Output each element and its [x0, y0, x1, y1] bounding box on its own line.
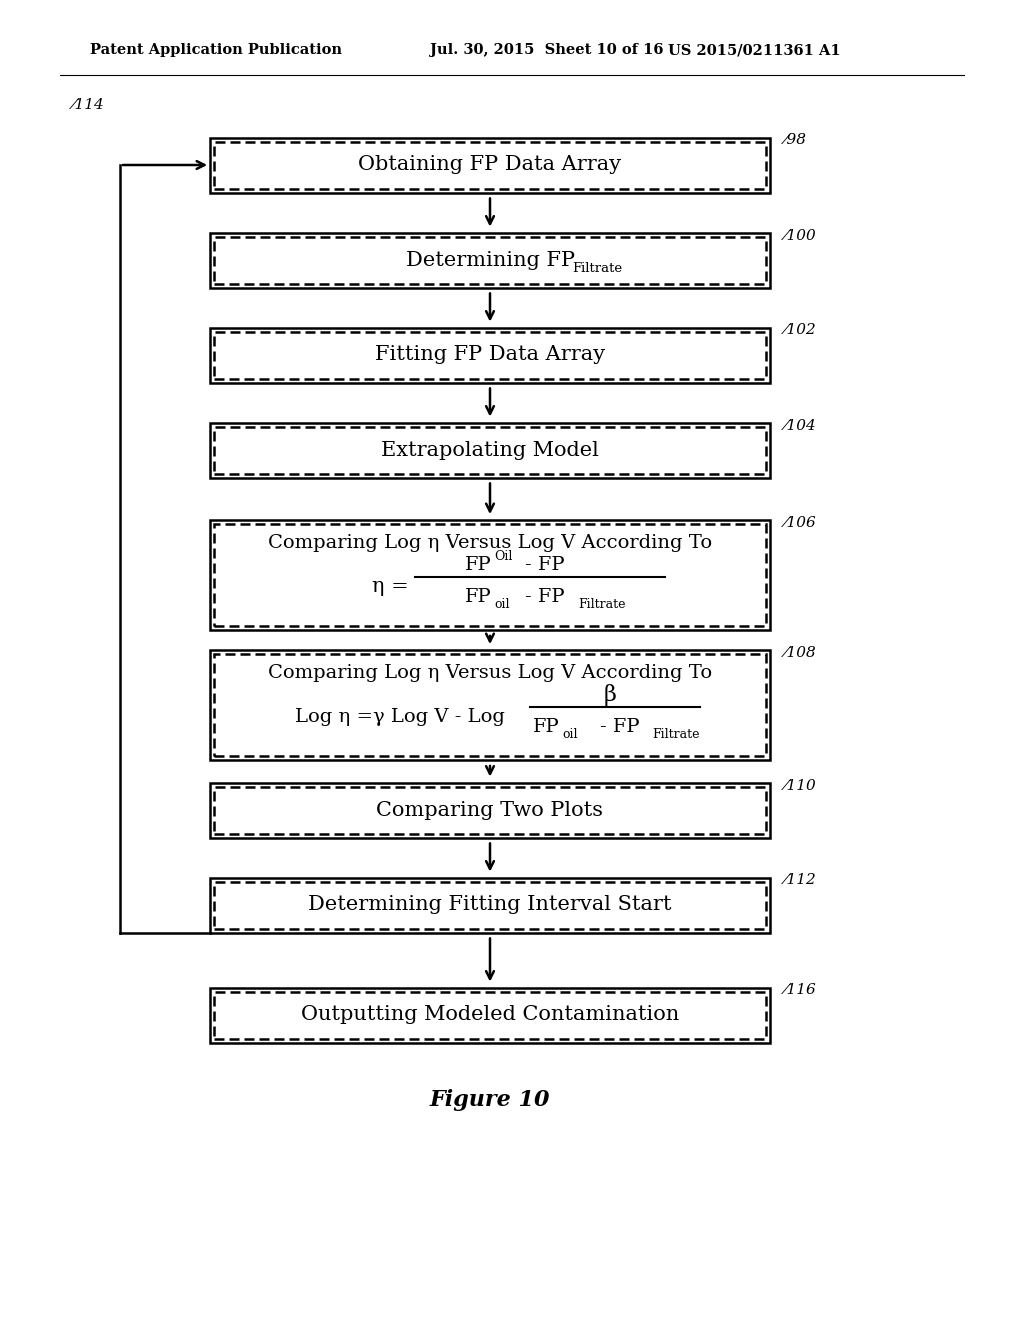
Text: ⁄112: ⁄112: [785, 874, 817, 887]
Text: Filtrate: Filtrate: [572, 263, 623, 276]
Text: ⁄116: ⁄116: [785, 983, 817, 998]
Text: - FP: - FP: [525, 587, 564, 606]
Text: Comparing Log η Versus Log V According To: Comparing Log η Versus Log V According T…: [268, 664, 712, 682]
Text: ⁄108: ⁄108: [785, 645, 817, 660]
FancyBboxPatch shape: [210, 137, 770, 193]
FancyBboxPatch shape: [210, 232, 770, 288]
FancyBboxPatch shape: [210, 987, 770, 1043]
Text: Extrapolating Model: Extrapolating Model: [381, 441, 599, 459]
Text: Determining Fitting Interval Start: Determining Fitting Interval Start: [308, 895, 672, 915]
Text: oil: oil: [494, 598, 510, 611]
FancyBboxPatch shape: [210, 878, 770, 932]
FancyBboxPatch shape: [210, 783, 770, 837]
FancyBboxPatch shape: [210, 422, 770, 478]
FancyBboxPatch shape: [210, 520, 770, 630]
Text: Log η =γ Log V - Log: Log η =γ Log V - Log: [295, 708, 505, 726]
Text: η =: η =: [372, 578, 409, 597]
Text: Outputting Modeled Contamination: Outputting Modeled Contamination: [301, 1006, 679, 1024]
Text: ⁄114: ⁄114: [74, 98, 105, 112]
Text: β: β: [603, 684, 616, 706]
Text: Figure 10: Figure 10: [430, 1089, 550, 1111]
Text: Jul. 30, 2015  Sheet 10 of 16: Jul. 30, 2015 Sheet 10 of 16: [430, 44, 664, 57]
FancyBboxPatch shape: [210, 327, 770, 383]
Text: Oil: Oil: [494, 550, 512, 564]
Text: Comparing Two Plots: Comparing Two Plots: [377, 800, 603, 820]
FancyBboxPatch shape: [210, 649, 770, 760]
Text: Comparing Log η Versus Log V According To: Comparing Log η Versus Log V According T…: [268, 535, 712, 552]
Text: FP: FP: [465, 587, 492, 606]
Text: Fitting FP Data Array: Fitting FP Data Array: [375, 346, 605, 364]
Text: Patent Application Publication: Patent Application Publication: [90, 44, 342, 57]
Text: ⁄98: ⁄98: [785, 133, 807, 148]
Text: FP: FP: [465, 556, 492, 574]
Text: ⁄106: ⁄106: [785, 516, 817, 531]
Text: Filtrate: Filtrate: [578, 598, 626, 611]
Text: ⁄100: ⁄100: [785, 228, 817, 243]
Text: ⁄102: ⁄102: [785, 323, 817, 338]
Text: ⁄104: ⁄104: [785, 418, 817, 433]
Text: ⁄110: ⁄110: [785, 779, 817, 792]
Text: Filtrate: Filtrate: [652, 729, 699, 742]
Text: Determining FP: Determining FP: [406, 251, 574, 269]
Text: US 2015/0211361 A1: US 2015/0211361 A1: [668, 44, 841, 57]
Text: oil: oil: [562, 729, 578, 742]
Text: Obtaining FP Data Array: Obtaining FP Data Array: [358, 156, 622, 174]
Text: FP: FP: [534, 718, 560, 737]
Text: - FP: - FP: [525, 556, 564, 574]
Text: - FP: - FP: [600, 718, 640, 737]
